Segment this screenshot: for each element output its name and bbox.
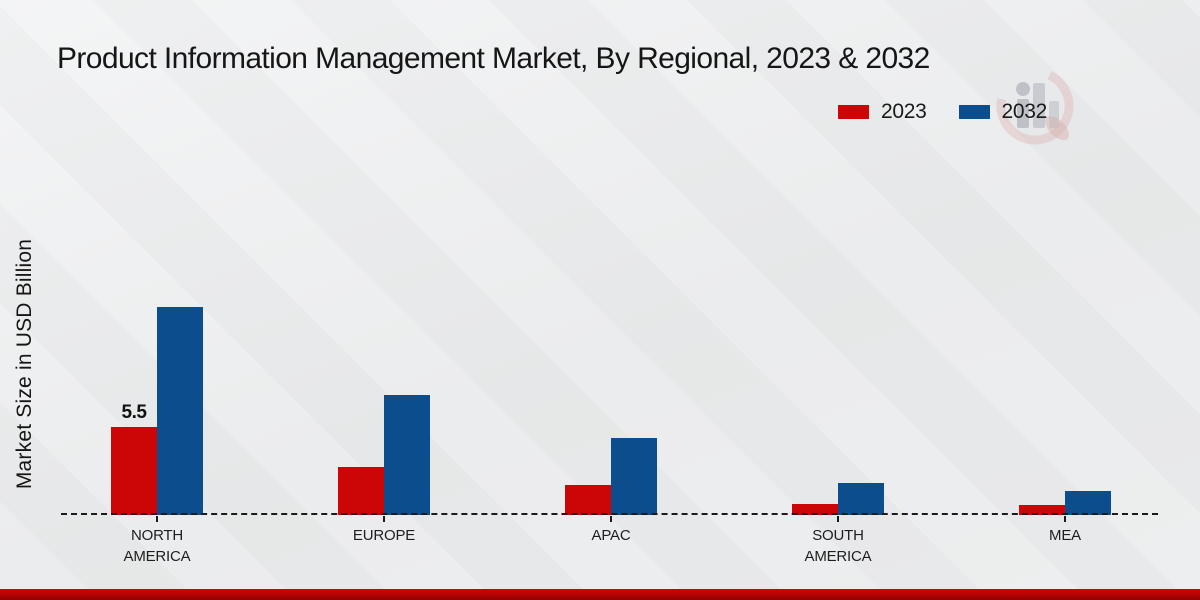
category-label-mea: MEA bbox=[1049, 527, 1081, 544]
bar-2032-south-america bbox=[838, 483, 884, 515]
bar-2032-europe bbox=[384, 395, 430, 515]
legend-item-2023: 2023 bbox=[838, 100, 927, 124]
bar-value-label-2023-north-america: 5.5 bbox=[121, 402, 147, 423]
legend-label: 2032 bbox=[1001, 100, 1048, 123]
x-axis-baseline bbox=[61, 513, 1158, 515]
bar-2023-mea bbox=[1019, 505, 1065, 515]
legend-swatch-2032 bbox=[958, 105, 990, 119]
bar-2023-north-america bbox=[111, 427, 157, 515]
bar-2032-mea bbox=[1065, 491, 1111, 515]
legend-label: 2023 bbox=[881, 100, 927, 123]
category-label-europe: EUROPE bbox=[352, 527, 416, 544]
chart-legend: 2023 2032 bbox=[838, 100, 1047, 124]
axis-tick-apac bbox=[610, 516, 612, 522]
footer-accent-band bbox=[0, 589, 1200, 600]
chart-title: Product Information Management Market, B… bbox=[57, 42, 930, 75]
category-label-apac: APAC bbox=[591, 527, 631, 544]
bar-2032-apac bbox=[611, 438, 657, 515]
bar-2023-europe bbox=[338, 467, 384, 515]
category-label-north-america: NORTH AMERICA bbox=[123, 527, 191, 565]
legend-item-2032: 2032 bbox=[958, 100, 1048, 124]
axis-tick-south-america bbox=[837, 516, 839, 522]
axis-tick-mea bbox=[1064, 516, 1066, 522]
brand-watermark-logo bbox=[996, 67, 1074, 145]
axis-tick-north-america bbox=[156, 516, 158, 522]
category-label-south-america: SOUTH AMERICA bbox=[804, 527, 872, 565]
bar-2023-south-america bbox=[792, 503, 838, 515]
axis-tick-europe bbox=[383, 516, 385, 522]
bar-2023-apac bbox=[565, 484, 611, 515]
bar-2032-north-america bbox=[157, 307, 203, 515]
legend-swatch-2023 bbox=[838, 105, 869, 119]
